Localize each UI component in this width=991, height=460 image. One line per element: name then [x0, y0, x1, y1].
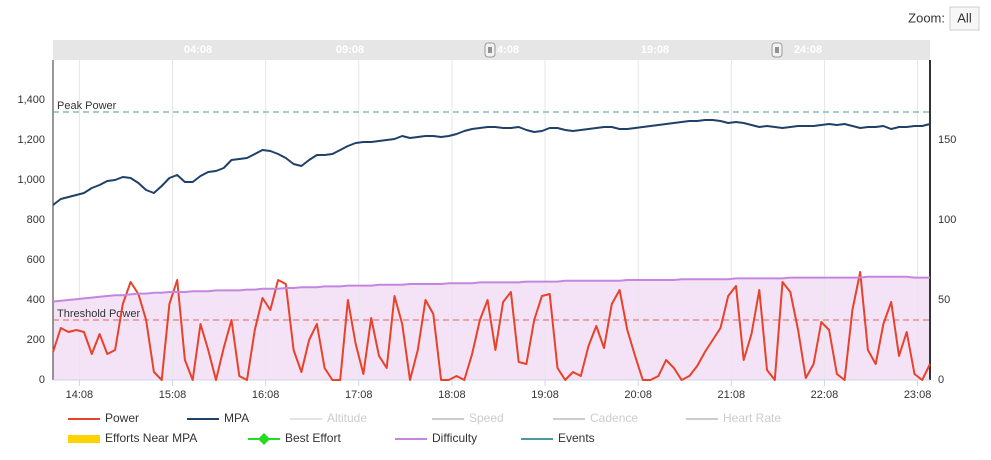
- plot-line-label: Peak Power: [57, 100, 117, 112]
- series-line: [52, 275, 930, 303]
- legend-symbol[interactable]: [68, 435, 100, 443]
- legend-label[interactable]: Altitude: [327, 411, 367, 425]
- legend-label[interactable]: Heart Rate: [723, 411, 781, 425]
- x-tick-label: 19:08: [531, 389, 559, 401]
- navigator-label: 09:08: [336, 44, 364, 56]
- series-line: [52, 271, 931, 381]
- zoom-button[interactable]: [949, 6, 980, 31]
- x-tick-label: 15:08: [159, 389, 187, 401]
- y2-tick-label: 50: [938, 294, 950, 306]
- x-tick-label: 18:08: [438, 389, 466, 401]
- y-tick-label: 600: [27, 254, 45, 266]
- x-tick-label: 21:08: [718, 389, 746, 401]
- series-line: [52, 119, 931, 206]
- navigator-label: 24:08: [794, 44, 822, 56]
- navigator-label: 04:08: [184, 44, 212, 56]
- x-tick-label: 22:08: [811, 389, 839, 401]
- y-tick-label: 200: [27, 334, 45, 346]
- legend-label[interactable]: Events: [558, 431, 595, 445]
- zoom-label: Zoom:: [908, 10, 945, 25]
- y2-tick-label: 100: [938, 214, 956, 226]
- x-tick-label: 16:08: [252, 389, 280, 401]
- navigator-label: 14:08: [491, 44, 519, 56]
- y2-tick-label: 150: [938, 134, 956, 146]
- legend-label[interactable]: Cadence: [590, 411, 638, 425]
- legend-label[interactable]: Difficulty: [432, 431, 477, 445]
- legend-label[interactable]: MPA: [224, 411, 249, 425]
- y2-tick-label: 0: [938, 374, 944, 386]
- x-tick-label: 14:08: [66, 389, 94, 401]
- legend-label[interactable]: Speed: [469, 411, 504, 425]
- y-tick-label: 400: [27, 294, 45, 306]
- legend-marker[interactable]: [258, 433, 270, 445]
- plot-line-label: Threshold Power: [57, 308, 140, 320]
- y-tick-label: 1,400: [17, 94, 45, 106]
- legend-label[interactable]: Best Effort: [285, 431, 341, 445]
- y-tick-label: 800: [27, 214, 45, 226]
- x-tick-label: 20:08: [624, 389, 652, 401]
- legend-label[interactable]: Power: [105, 411, 139, 425]
- x-tick-label: 17:08: [345, 389, 373, 401]
- y-tick-label: 1,200: [17, 134, 45, 146]
- y-tick-label: 1,000: [17, 174, 45, 186]
- y-tick-label: 0: [39, 374, 45, 386]
- legend-label[interactable]: Efforts Near MPA: [105, 431, 197, 445]
- zoom-button-label[interactable]: All: [957, 10, 972, 25]
- x-tick-label: 23:08: [904, 389, 932, 401]
- navigator-label: 19:08: [641, 44, 669, 56]
- navigator-handle[interactable]: [484, 42, 496, 58]
- navigator-handle[interactable]: [771, 42, 783, 58]
